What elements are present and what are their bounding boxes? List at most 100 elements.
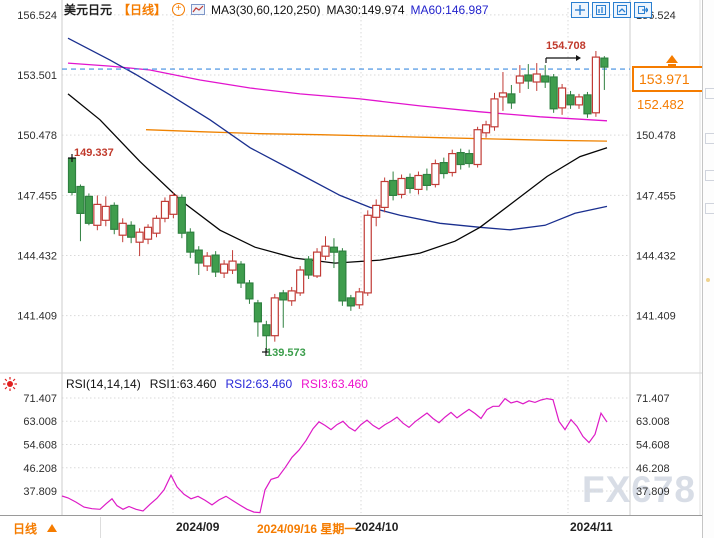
candle-body bbox=[93, 203, 102, 226]
candle-body bbox=[338, 250, 347, 302]
candle-body bbox=[372, 204, 381, 218]
candle-body bbox=[600, 57, 609, 68]
y-axis-label-right: 150.478 bbox=[636, 130, 676, 142]
candle-body bbox=[76, 185, 85, 214]
candle-body bbox=[236, 263, 246, 284]
side-mini-icon[interactable] bbox=[705, 133, 714, 144]
period-up-triangle-icon[interactable] bbox=[47, 524, 57, 532]
rsi-axis-label-left: 63.008 bbox=[23, 416, 57, 428]
candle-body bbox=[498, 92, 508, 98]
side-mini-icon[interactable] bbox=[705, 203, 714, 214]
side-mini-icon[interactable] bbox=[705, 88, 714, 99]
mini-chart-icon[interactable] bbox=[191, 4, 206, 15]
candle-body bbox=[228, 260, 237, 271]
candle-body bbox=[414, 174, 423, 190]
side-dot-icon bbox=[706, 278, 710, 282]
y-axis-label-right: 141.409 bbox=[636, 311, 676, 323]
candle-body bbox=[583, 94, 592, 115]
candle-body bbox=[152, 217, 161, 234]
candle-body bbox=[169, 194, 178, 215]
bottombar-divider bbox=[100, 517, 101, 538]
candle-body bbox=[321, 245, 330, 257]
candle-body bbox=[422, 173, 431, 186]
low-annotation: 139.573 bbox=[266, 347, 306, 359]
candle-body bbox=[312, 251, 322, 277]
candle-body bbox=[101, 205, 110, 221]
candle-body bbox=[287, 290, 296, 302]
rsi-settings-icon[interactable] bbox=[3, 377, 17, 396]
candle-body bbox=[541, 75, 550, 83]
rsi-axis-label-right: 46.208 bbox=[636, 463, 670, 475]
candle-body bbox=[211, 254, 220, 273]
candle-body bbox=[270, 297, 279, 337]
candle-body bbox=[557, 87, 567, 109]
y-axis-label-right: 147.455 bbox=[636, 190, 676, 202]
add-indicator-icon[interactable]: + bbox=[172, 3, 186, 16]
axis-label-month-oct: 2024/10 bbox=[355, 520, 399, 534]
rsi-axis-label-left: 54.608 bbox=[23, 439, 57, 451]
candle-body bbox=[127, 224, 136, 238]
candle-body bbox=[67, 158, 77, 194]
rsi-header: RSI(14,14,14) RSI1:63.460 RSI2:63.460 RS… bbox=[66, 377, 368, 391]
y-axis-label-left: 144.432 bbox=[17, 250, 57, 262]
axis-label-month-nov: 2024/11 bbox=[570, 520, 613, 534]
ma-line-ma60 bbox=[67, 37, 608, 231]
y-axis-label-left: 156.524 bbox=[17, 10, 57, 22]
price-up-arrow-base bbox=[668, 64, 676, 66]
rsi2-value: RSI2:63.460 bbox=[225, 377, 293, 391]
candle-body bbox=[549, 76, 558, 110]
candle-body bbox=[245, 282, 254, 300]
ma-line-ma30 bbox=[67, 93, 608, 264]
price-up-arrow-icon bbox=[666, 55, 678, 63]
period-selector[interactable]: 日线 bbox=[13, 522, 38, 536]
axis-label-month-sep: 2024/09 bbox=[176, 520, 220, 534]
rsi-axis-label-right: 54.608 bbox=[636, 439, 670, 451]
y-axis-label-left: 150.478 bbox=[17, 130, 57, 142]
candle-body bbox=[143, 226, 153, 240]
candle-body bbox=[194, 249, 203, 264]
candle-body bbox=[448, 153, 457, 174]
ma-line-ma250 bbox=[145, 129, 608, 142]
candle-body bbox=[203, 255, 212, 267]
candle-body bbox=[456, 152, 465, 166]
y-axis-label-left: 141.409 bbox=[17, 311, 57, 323]
rsi-settings-label: RSI(14,14,14) bbox=[66, 377, 141, 391]
indicator-panel-icon[interactable] bbox=[592, 2, 610, 18]
candle-body bbox=[431, 163, 440, 186]
y-axis-label-left: 147.455 bbox=[17, 190, 57, 202]
candle-body bbox=[465, 153, 474, 165]
rsi3-value: RSI3:63.460 bbox=[301, 377, 368, 391]
chart-toolbar bbox=[571, 2, 652, 18]
candle-body bbox=[532, 73, 541, 83]
candle-body bbox=[397, 177, 406, 195]
rsi1-value: RSI1:63.460 bbox=[149, 377, 217, 391]
candle-body bbox=[177, 196, 186, 234]
side-mini-icon[interactable] bbox=[705, 170, 714, 181]
rsi-axis-label-left: 37.809 bbox=[23, 486, 57, 498]
candle-body bbox=[304, 258, 313, 276]
symbol-name: 美元日元 bbox=[64, 3, 113, 17]
candle-body bbox=[279, 292, 288, 301]
chart-maximize-icon[interactable] bbox=[613, 2, 631, 18]
candle-body bbox=[253, 302, 262, 323]
ma30-value: MA30:149.974 bbox=[326, 2, 405, 17]
rsi-line bbox=[61, 397, 608, 514]
crosshair-tool-icon[interactable] bbox=[571, 2, 589, 18]
rsi-axis-label-right: 71.407 bbox=[636, 393, 670, 405]
rsi-axis-label-right: 37.809 bbox=[636, 486, 670, 498]
fx678-watermark: FX678 bbox=[582, 469, 697, 510]
candle-body bbox=[473, 129, 482, 166]
exit-chart-icon[interactable] bbox=[634, 2, 652, 18]
rsi-axis-label-left: 71.407 bbox=[23, 393, 57, 405]
candle-body bbox=[439, 162, 448, 175]
candle-body bbox=[160, 200, 170, 219]
right-edge-panel[interactable] bbox=[702, 0, 714, 538]
current-price-box: 153.971 bbox=[632, 66, 705, 92]
candle-body bbox=[507, 93, 516, 104]
chart-header: 美元日元 【日线】 + MA3(30,60,120,250) MA30:149.… bbox=[64, 1, 489, 18]
range-marker-arrow bbox=[576, 55, 581, 61]
candle-body bbox=[296, 269, 305, 294]
candle-body bbox=[574, 96, 584, 106]
